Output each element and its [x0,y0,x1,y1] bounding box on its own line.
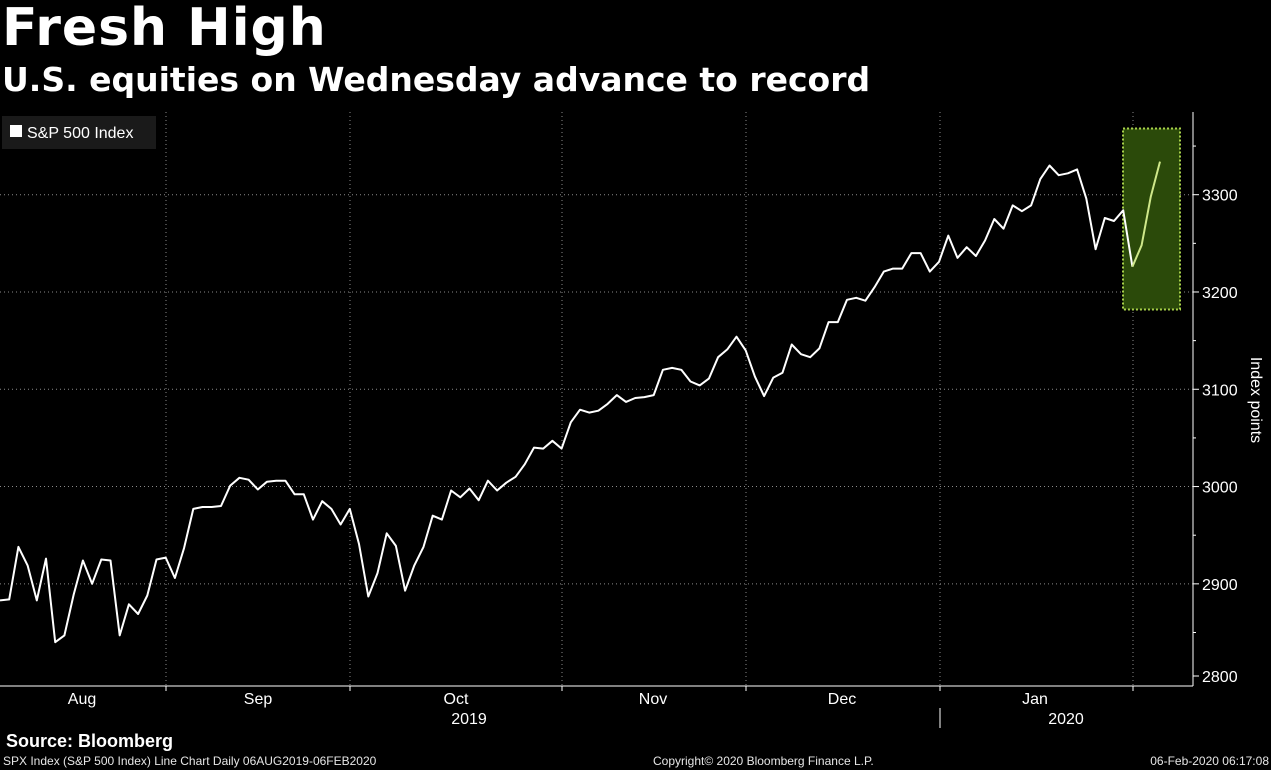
legend: S&P 500 Index [2,116,156,149]
footer-chart-info: SPX Index (S&P 500 Index) Line Chart Dai… [3,754,377,768]
y-tick-label: 3300 [1202,188,1238,205]
x-tick-label: Nov [639,691,667,708]
y-tick-label: 2800 [1202,669,1238,686]
axes: 2800 2900 3000 3100 3200 3300 Aug Sep Oct Nov Dec J… [0,112,1238,728]
x-year-label: 2019 [451,711,487,728]
chart-title: Fresh High [2,0,327,58]
chart-subtitle: U.S. equities on Wednesday advance to re… [2,60,871,99]
y-tick-label: 3000 [1202,480,1238,497]
footer-copyright: Copyright© 2020 Bloomberg Finance L.P. [653,754,874,768]
source-note: Source: Bloomberg [6,731,174,751]
series-lines [0,161,1161,644]
x-tick-label: Aug [68,691,96,708]
legend-swatch [10,125,22,137]
highlight-box [1122,127,1181,311]
x-tick-label: Sep [244,691,273,708]
y-tick-label: 3200 [1202,285,1238,302]
x-tick-label: Oct [444,691,469,708]
legend-box [2,116,156,149]
x-tick-label: Dec [828,691,856,708]
footer-timestamp: 06-Feb-2020 06:17:08 [1150,754,1269,768]
x-tick-label: Jan [1022,691,1048,708]
legend-label: S&P 500 Index [27,125,133,142]
y-tick-label: 3100 [1202,382,1238,399]
highlight-rect [1122,127,1181,311]
grid-lines [0,112,1193,686]
series-line-sp500 [0,164,1134,644]
y-axis-label: Index points [1247,357,1264,443]
series-line-recent [1131,161,1161,268]
y-tick-label: 2900 [1202,577,1238,594]
x-year-label: 2020 [1048,711,1084,728]
